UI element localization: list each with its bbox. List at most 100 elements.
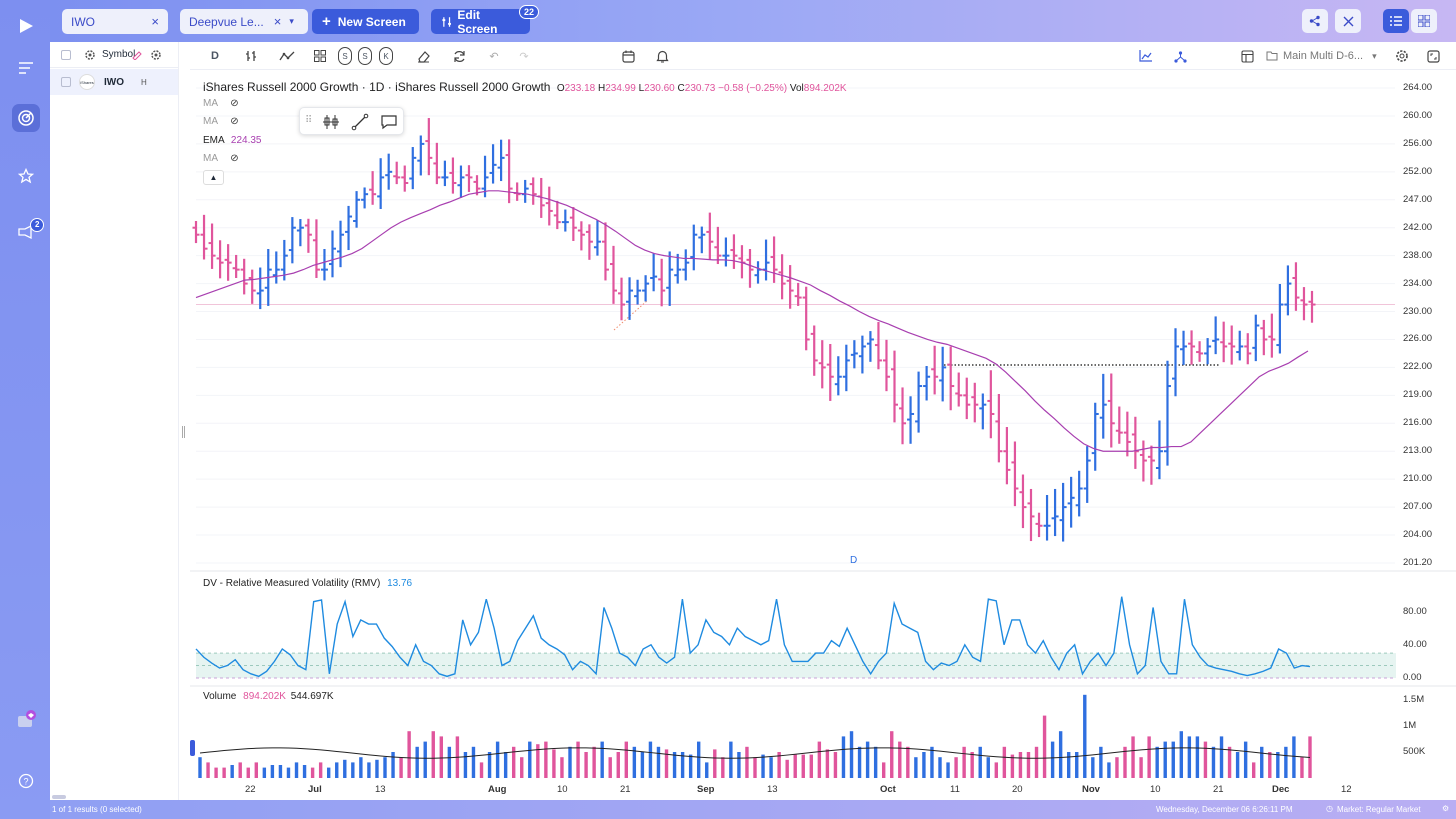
volume-bar: [302, 765, 307, 778]
layout-icon[interactable]: [1240, 47, 1254, 65]
undo-icon[interactable]: ↶: [489, 50, 499, 63]
ohlc-bar: [240, 258, 248, 295]
x-social-icon[interactable]: [1335, 9, 1361, 33]
ohlc-bar: [963, 377, 971, 420]
ohlc-bar: [393, 161, 401, 185]
ohlc-bar: [280, 239, 288, 281]
avatar[interactable]: [12, 706, 40, 734]
ohlc-bar: [473, 175, 481, 196]
new-screen-button[interactable]: + New Screen: [312, 9, 419, 34]
alerts-icon[interactable]: 2: [12, 218, 45, 246]
candle-tool-icon[interactable]: [322, 113, 340, 131]
help-icon[interactable]: ?: [12, 767, 40, 795]
interval-button[interactable]: D: [211, 50, 219, 62]
volume-bar: [938, 757, 942, 778]
ohlc-bar: [770, 236, 778, 283]
volume-legend[interactable]: Volume 894.202K 544.697K: [203, 691, 334, 702]
s2-button[interactable]: S: [358, 47, 372, 65]
indicators-icon[interactable]: [279, 47, 295, 65]
chart-settings-icon[interactable]: [1395, 47, 1409, 65]
ema-value: 224.35: [230, 135, 262, 146]
s1-button[interactable]: S: [338, 47, 352, 65]
screen-tab-label: Deepvue Le...: [189, 14, 264, 29]
volume-bar: [511, 746, 516, 778]
time-tick-label: Nov: [1082, 784, 1100, 795]
templates-icon[interactable]: [313, 47, 327, 65]
volume-bar: [881, 762, 886, 778]
calendar-icon[interactable]: [621, 47, 635, 65]
indicator-ma-1[interactable]: MA ⊘: [203, 98, 239, 109]
volume-bar: [560, 757, 564, 778]
star-icon[interactable]: [12, 162, 40, 190]
time-tick-label: 13: [375, 784, 386, 795]
collapse-legend-button[interactable]: ▲: [203, 170, 224, 185]
horizontal-scrollbar[interactable]: [52, 795, 66, 799]
rmv-line: [195, 596, 1311, 678]
drag-handle-icon[interactable]: ⠿: [305, 115, 313, 126]
symbol-column-header[interactable]: Symbol: [102, 49, 136, 60]
settings-icon[interactable]: ⚙: [1442, 804, 1450, 813]
ohlc-bar: [690, 224, 698, 271]
menu-icon[interactable]: [12, 54, 40, 82]
time-tick-label: Oct: [880, 784, 896, 795]
new-screen-label: New Screen: [337, 14, 406, 29]
k-button[interactable]: K: [379, 47, 393, 65]
settings-icon[interactable]: [150, 49, 162, 61]
open-value: 233.18: [564, 83, 596, 94]
eye-hidden-icon[interactable]: ⊘: [230, 153, 239, 164]
indicator-ma-4[interactable]: MA ⊘: [203, 153, 239, 164]
gear-icon[interactable]: [84, 49, 96, 61]
close-icon[interactable]: ×: [273, 14, 282, 29]
volume-bar: [1219, 736, 1224, 778]
ohlc-bar: [513, 182, 521, 201]
row-checkbox[interactable]: [61, 77, 71, 87]
volume-bar: [222, 767, 226, 778]
fullscreen-icon[interactable]: [1426, 47, 1440, 65]
ohlc-bar: [931, 345, 939, 395]
edit-columns-icon[interactable]: [131, 49, 143, 60]
list-item[interactable]: iShares IWO H: [50, 69, 178, 95]
ohlc-bar: [746, 249, 754, 288]
edit-screen-button[interactable]: Edit Screen: [431, 8, 530, 36]
eye-hidden-icon[interactable]: ⊘: [230, 98, 239, 109]
indicator-ma-2[interactable]: MA ⊘: [203, 116, 239, 127]
volume-tick-label: 1.5M: [1403, 694, 1425, 705]
comment-tool-icon[interactable]: [380, 113, 398, 131]
eye-hidden-icon[interactable]: ⊘: [230, 116, 239, 127]
volume-bar: [431, 731, 435, 778]
redo-icon[interactable]: ↷: [519, 50, 529, 63]
ohlc-bar: [288, 217, 296, 264]
layout-select[interactable]: Main Multi D-6... ▾: [1266, 47, 1386, 65]
symbol-tab[interactable]: IWO ×: [62, 9, 168, 34]
indicator-ema[interactable]: EMA 224.35: [203, 135, 262, 146]
chevron-down-icon[interactable]: ▾: [289, 16, 294, 26]
refresh-icon[interactable]: [452, 47, 466, 65]
ohlc-bar: [224, 244, 232, 281]
volume-bar: [584, 752, 588, 778]
ohlc-bar: [345, 205, 353, 251]
bar-style-icon[interactable]: [244, 47, 258, 65]
logo-icon[interactable]: [12, 12, 40, 40]
rmv-legend[interactable]: DV - Relative Measured Volatility (RMV) …: [203, 578, 412, 589]
close-icon[interactable]: ×: [151, 14, 159, 29]
grid-view-icon[interactable]: [1411, 9, 1437, 33]
network-icon[interactable]: [1172, 47, 1188, 65]
screen-tab[interactable]: Deepvue Le... × ▾: [180, 9, 308, 34]
watchlist-panel: Symbol iShares IWO H: [50, 42, 178, 800]
trendline-tool-icon[interactable]: [351, 113, 369, 131]
eraser-icon[interactable]: [416, 47, 430, 65]
panel-resizer[interactable]: [178, 42, 190, 800]
volume-bar: [648, 741, 653, 778]
chart-compare-icon[interactable]: [1137, 47, 1153, 65]
volume-bar: [986, 757, 990, 778]
ohlc-bar: [858, 335, 866, 374]
select-all-checkbox[interactable]: [61, 49, 71, 60]
volume-pane-handle[interactable]: [190, 740, 195, 756]
screener-icon[interactable]: [12, 104, 40, 132]
alert-bell-icon[interactable]: [655, 47, 669, 65]
ohlc-bar: [754, 261, 762, 284]
results-count: 1 of 1 results (0 selected): [52, 805, 142, 814]
list-view-icon[interactable]: [1383, 9, 1409, 33]
share-icon[interactable]: [1302, 9, 1328, 33]
